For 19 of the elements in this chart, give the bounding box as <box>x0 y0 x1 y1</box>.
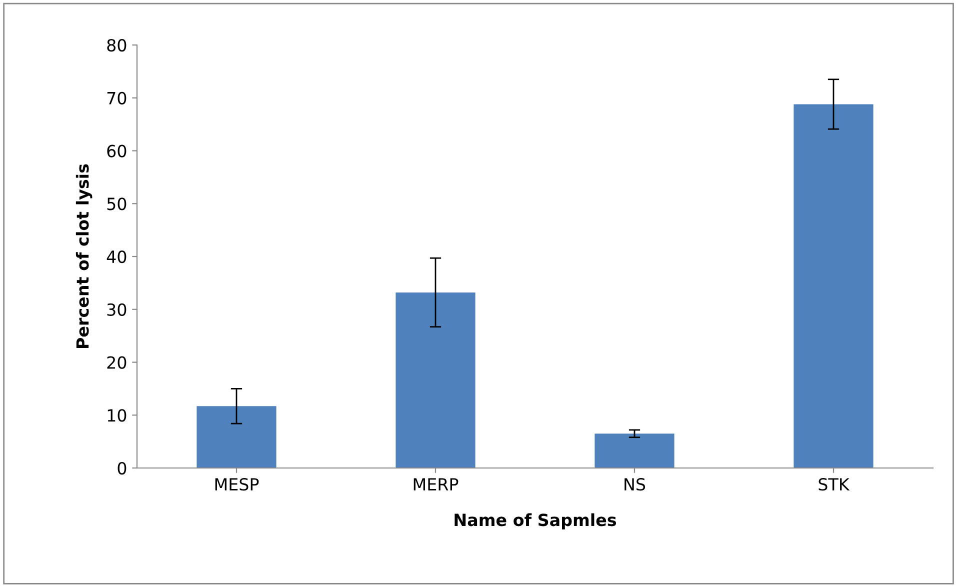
x-tick-label: MESP <box>215 478 259 491</box>
x-tick-label: STK <box>818 478 850 491</box>
x-tick-label: MERP <box>414 478 458 490</box>
y-axis-title: Percent of clot lysis <box>76 164 92 348</box>
y-tick-label: 50 <box>107 198 126 210</box>
y-tick-label: 60 <box>107 144 126 158</box>
y-tick-label: 10 <box>108 409 126 422</box>
bar <box>396 292 476 468</box>
bar <box>196 406 276 468</box>
bar <box>594 434 674 468</box>
x-tick-label: NS <box>624 478 646 491</box>
y-tick-label: 40 <box>106 250 126 264</box>
bar <box>794 104 874 468</box>
x-axis-title: Name of Sapmles <box>454 513 616 530</box>
y-tick-label: 0 <box>118 462 126 475</box>
y-tick-label: 30 <box>107 303 126 316</box>
y-tick-label: 80 <box>107 38 126 52</box>
y-tick-label: 70 <box>107 92 126 104</box>
y-tick-label: 20 <box>107 356 126 369</box>
